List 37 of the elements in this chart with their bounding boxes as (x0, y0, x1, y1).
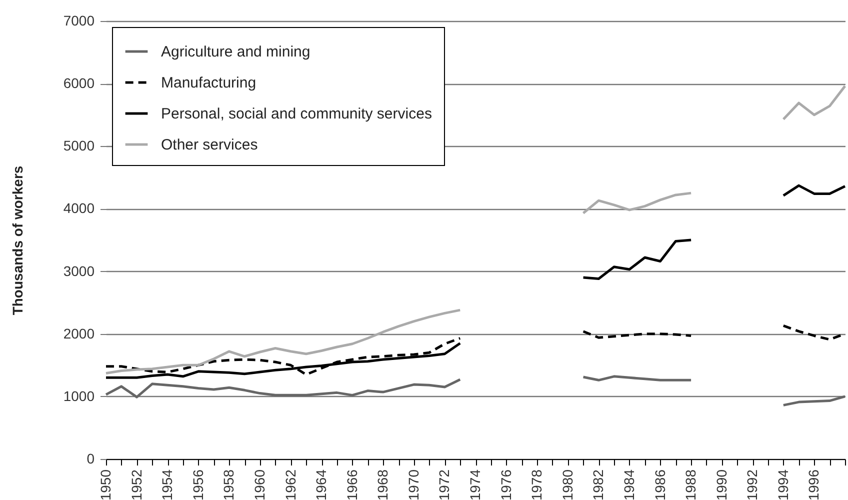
x-tick-label: 1990 (713, 469, 730, 500)
x-tick-label: 1972 (436, 469, 452, 500)
y-tick-label: 2000 (63, 325, 95, 342)
x-tick-label: 1968 (374, 469, 391, 500)
legend-label: Agriculture and mining (161, 44, 310, 60)
x-tick-label: 1982 (590, 469, 606, 500)
x-tick-label: 1988 (682, 469, 699, 500)
x-tick-label: 1986 (652, 469, 668, 500)
x-tick-label: 1978 (528, 469, 545, 500)
legend-label: Personal, social and community services (161, 106, 432, 122)
x-tick-label: 1984 (620, 469, 637, 500)
x-tick-label: 1962 (282, 469, 298, 500)
x-tick-label: 1976 (498, 469, 514, 500)
y-tick-label: 4000 (63, 200, 95, 216)
y-tick-label: 6000 (63, 75, 95, 92)
x-tick-label: 1970 (405, 469, 422, 500)
x-tick-label: 1994 (774, 469, 791, 500)
x-tick-label: 1954 (159, 469, 176, 500)
legend-label: Other services (161, 136, 258, 154)
x-tick-label: 1980 (559, 469, 576, 500)
y-tick-label: 1000 (63, 388, 95, 404)
x-tick-label: 1992 (744, 469, 760, 500)
legend-label: Manufacturing (161, 74, 256, 92)
x-tick-label: 1960 (251, 469, 268, 500)
x-tick-label: 1958 (220, 469, 237, 500)
x-tick-label: 1964 (313, 469, 330, 500)
x-tick-label: 1950 (98, 469, 114, 500)
y-axis-title: Thousands of workers (9, 166, 26, 316)
x-tick-label: 1974 (467, 469, 483, 500)
x-tick-label: 1956 (190, 469, 206, 500)
y-tick-label: 5000 (63, 138, 95, 154)
y-tick-label: 3000 (63, 262, 95, 279)
y-tick-label: 7000 (63, 12, 95, 28)
x-tick-label: 1952 (128, 469, 144, 500)
x-tick-label: 1966 (344, 469, 360, 500)
x-tick-label: 1996 (806, 469, 822, 500)
y-tick-label: 0 (86, 450, 95, 466)
